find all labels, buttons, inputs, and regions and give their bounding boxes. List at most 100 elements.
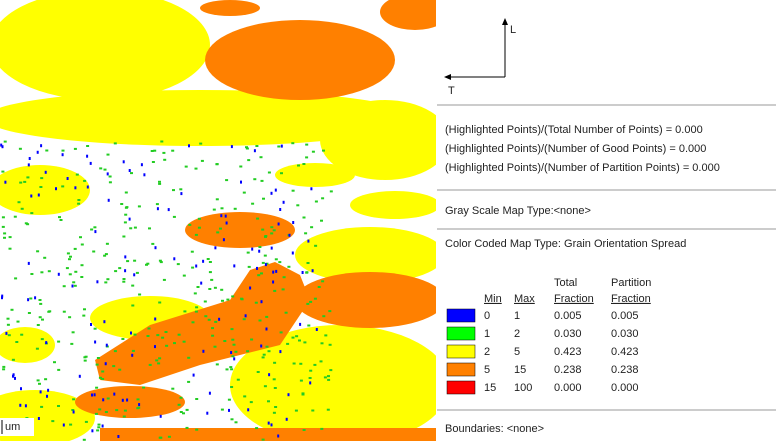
- speckle: [195, 168, 198, 170]
- speckle: [160, 415, 162, 418]
- speckle: [19, 404, 21, 407]
- speckle: [223, 238, 225, 241]
- speckle: [195, 429, 198, 431]
- speckle: [292, 252, 294, 255]
- speckle: [37, 379, 40, 381]
- speckle: [280, 331, 283, 333]
- speckle: [158, 181, 161, 183]
- speckle: [131, 305, 134, 307]
- speckle: [25, 222, 28, 224]
- speckle: [60, 219, 63, 221]
- speckle: [303, 341, 306, 343]
- speckle: [202, 260, 204, 263]
- boundaries: Boundaries: <none>: [445, 423, 544, 435]
- speckle: [185, 166, 188, 168]
- speckle: [231, 355, 234, 357]
- speckle: [1, 171, 4, 173]
- speckle: [69, 256, 72, 258]
- speckle: [195, 311, 198, 313]
- speckle: [28, 163, 30, 166]
- speckle: [159, 437, 162, 439]
- speckle: [69, 273, 72, 275]
- speckle: [173, 342, 176, 344]
- speckle: [209, 261, 212, 263]
- speckle: [307, 325, 310, 327]
- speckle: [295, 410, 298, 412]
- table-cell: 0.005: [611, 310, 639, 322]
- speckle: [122, 281, 125, 283]
- speckle: [321, 197, 324, 199]
- speckle: [138, 403, 140, 406]
- speckle: [235, 421, 238, 423]
- speckle: [81, 264, 84, 266]
- speckle: [165, 345, 168, 347]
- table-cell: 0.005: [554, 310, 582, 322]
- speckle: [219, 228, 222, 230]
- speckle: [125, 207, 128, 209]
- speckle: [324, 376, 327, 378]
- table-cell: 100: [514, 382, 532, 394]
- speckle: [86, 145, 89, 147]
- highlight-ratio: (Highlighted Points)/(Number of Partitio…: [445, 162, 720, 174]
- speckle: [225, 215, 227, 218]
- speckle: [173, 216, 176, 218]
- speckle: [149, 364, 152, 366]
- speckle: [5, 332, 7, 335]
- speckle: [208, 319, 211, 321]
- speckle: [265, 263, 267, 266]
- speckle: [124, 269, 126, 272]
- speckle: [273, 378, 276, 380]
- speckle: [305, 271, 308, 273]
- speckle: [278, 223, 280, 226]
- speckle: [48, 270, 51, 272]
- speckle: [250, 401, 253, 403]
- speckle: [223, 340, 226, 342]
- speckle: [264, 235, 267, 237]
- speckle: [11, 309, 14, 311]
- speckle: [202, 350, 204, 353]
- speckle: [143, 173, 145, 176]
- speckle: [46, 395, 48, 398]
- speckle: [25, 404, 27, 407]
- speckle: [247, 252, 250, 254]
- table-cell: 0.030: [554, 328, 582, 340]
- speckle: [187, 381, 190, 383]
- speckle: [36, 348, 39, 350]
- speckle: [183, 310, 186, 312]
- speckle: [233, 264, 235, 267]
- speckle: [180, 192, 182, 195]
- speckle: [159, 260, 162, 262]
- speckle: [226, 222, 228, 225]
- speckle: [268, 422, 270, 425]
- speckle: [183, 275, 186, 277]
- speckle: [315, 201, 318, 203]
- speckle: [2, 366, 5, 368]
- highlight-ratio: (Highlighted Points)/(Total Number of Po…: [445, 124, 703, 136]
- speckle: [260, 156, 263, 158]
- speckle: [34, 296, 36, 299]
- speckle: [4, 141, 7, 143]
- speckle: [45, 150, 48, 152]
- speckle: [320, 220, 323, 222]
- speckle: [2, 226, 5, 228]
- speckle: [247, 159, 250, 161]
- speckle: [130, 332, 132, 335]
- table-cell: 0.000: [611, 382, 639, 394]
- speckle: [147, 335, 150, 337]
- speckle: [91, 429, 93, 432]
- speckle: [68, 316, 71, 318]
- speckle: [320, 428, 323, 430]
- speckle: [254, 149, 256, 152]
- speckle: [292, 221, 294, 224]
- speckle: [194, 292, 197, 294]
- speckle: [187, 357, 190, 359]
- speckle: [182, 412, 185, 414]
- speckle: [322, 150, 325, 152]
- speckle: [231, 295, 234, 297]
- speckle: [257, 274, 260, 276]
- speckle: [124, 214, 127, 216]
- speckle: [275, 189, 277, 192]
- speckle: [209, 392, 211, 395]
- speckle: [280, 172, 283, 174]
- speckle: [109, 176, 112, 178]
